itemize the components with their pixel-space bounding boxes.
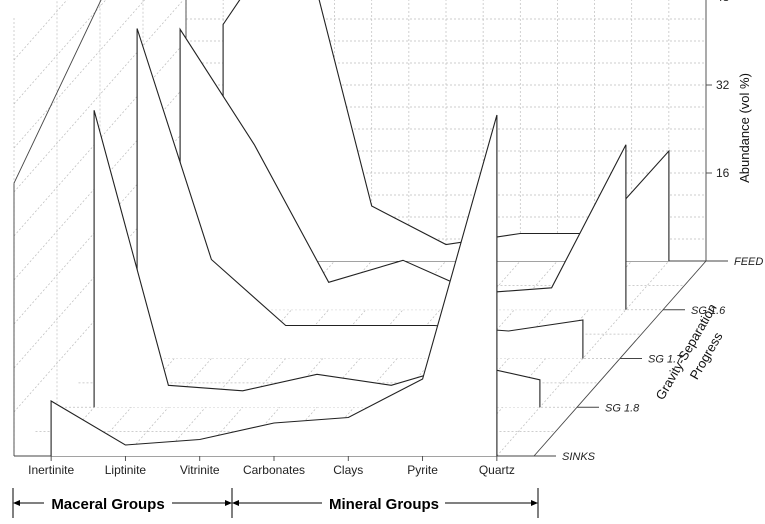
- group-label-maceral: Maceral Groups: [51, 496, 164, 513]
- group-label-mineral: Mineral Groups: [329, 496, 439, 513]
- y-tick-label-16: 16: [716, 166, 730, 180]
- series-fill-sg-1-7: [137, 28, 583, 359]
- x-tick-label-carbonates: Carbonates: [243, 463, 305, 477]
- side-wall-gridline-h: [13, 0, 107, 105]
- series-fill-feed: [223, 0, 669, 261]
- x-tick-label-inertinite: Inertinite: [28, 463, 74, 477]
- series-line-sinks: [50, 114, 498, 456]
- group-bracket-maceral: Maceral Groups: [12, 488, 233, 518]
- floor-gridline: [496, 260, 670, 457]
- z-tick-label-sg-1-8: SG 1.8: [605, 402, 640, 414]
- series-line-sg-1-8: [93, 110, 541, 408]
- side-wall-gridline-h: [13, 40, 187, 237]
- series-fill-sg-1-6: [180, 29, 626, 310]
- x-tick-label-liptinite: Liptinite: [105, 463, 147, 477]
- y-tick-label-48: 48: [716, 0, 730, 4]
- x-tick-label-vitrinite: Vitrinite: [180, 463, 220, 477]
- x-tick-label-quartz: Quartz: [479, 463, 515, 477]
- series-fill-sinks: [51, 115, 497, 456]
- series-line-sg-1-6: [179, 27, 627, 310]
- x-tick-label-pyrite: Pyrite: [407, 463, 438, 477]
- series-line-sg-1-7: [136, 28, 584, 359]
- z-tick-label-feed: FEED: [734, 256, 763, 268]
- y-axis-title: Abundance (vol %): [737, 73, 752, 183]
- series-layer: [50, 0, 670, 456]
- label-layer: FEED SG 1.6 SG 1.7 SG 1.8 SINKS Inertinite Lip…: [28, 0, 763, 477]
- side-wall-gridline-h: [13, 0, 184, 193]
- frame-edge: [13, 0, 102, 184]
- y-tick-label-32: 32: [716, 78, 730, 92]
- group-bracket-mineral: Mineral Groups: [232, 488, 539, 518]
- z-tick-label-sg-1-7: SG 1.7: [648, 354, 683, 366]
- x-tick-label-clays: Clays: [333, 463, 363, 477]
- series-line-feed: [222, 0, 670, 261]
- z-tick-label-sinks: SINKS: [562, 451, 596, 463]
- z-tick-label-sg-1-6: SG 1.6: [691, 305, 726, 317]
